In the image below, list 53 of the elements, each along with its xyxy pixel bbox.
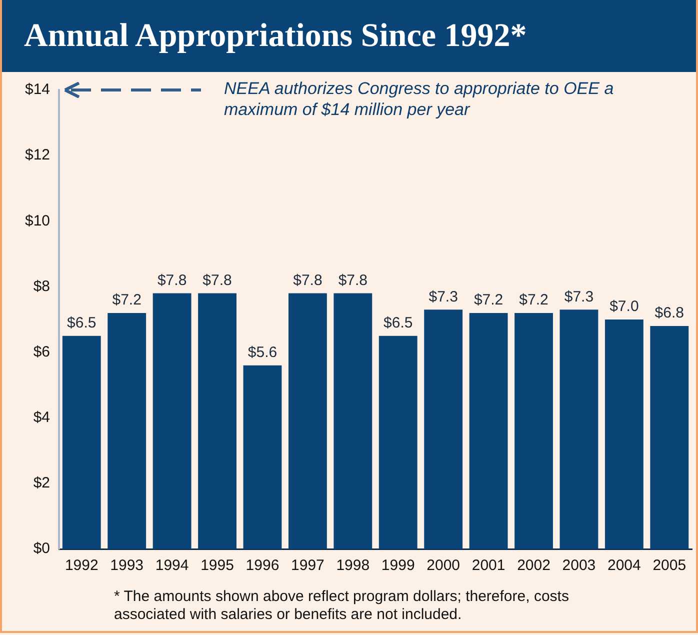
x-tick-label: 1993 [110,557,144,574]
y-tick-label: $10 [24,212,50,230]
data-label: $7.8 [293,272,322,289]
x-tick-label: 1994 [155,557,189,574]
data-label: $5.6 [248,344,278,362]
y-tick-label: $12 [24,146,50,164]
x-tick-label: 1999 [381,557,415,574]
text: * The amounts shown above reflect program dollars; therefore, costs associated with salaries or benefits are not included. [114,588,570,624]
bar [334,293,372,549]
bar [469,312,508,549]
bar [424,310,463,549]
x-tick-label: 2001 [472,557,506,574]
y-tick-label: $6 [33,343,50,360]
x-tick-label: 1996 [246,557,280,574]
bar [514,312,553,549]
data-label: $7.8 [202,272,232,289]
data-label: $6.5 [67,314,96,332]
bar [288,293,327,549]
data-label: $6.8 [654,304,684,322]
x-tick-label: 2005 [652,557,686,574]
bar [378,336,418,549]
data-label: $7.2 [112,292,142,309]
x-tick-label: 2002 [517,557,550,574]
data-label: $7.3 [564,288,594,306]
data-label: $6.5 [384,314,413,332]
data-label: $7.2 [519,292,548,309]
x-tick-label: 1995 [200,557,234,574]
x-tick-label: 1992 [64,557,98,574]
x-tick-label: 2000 [426,557,460,574]
bar [650,326,689,549]
data-label: $7.3 [428,288,458,306]
data-label: $7.8 [338,272,368,289]
x-tick-label: 2003 [562,557,596,574]
bar [108,312,146,549]
x-tick-label: 1998 [336,557,370,574]
y-tick-label: $2 [33,474,50,492]
data-label: $7.8 [157,272,187,289]
y-tick-label: $4 [33,409,50,426]
x-tick-label: 1997 [291,557,324,574]
bar [152,293,192,549]
y-tick-label: $14 [24,81,50,98]
y-tick-label: $0 [33,540,50,558]
x-tick-label: 2004 [607,557,641,574]
y-tick-label: $8 [33,278,50,295]
data-label: $7.2 [474,292,504,309]
bar [243,365,282,549]
annotation: NEEA authorizes Congress to appropriate to OEE a maximum of $14 million per year [224,78,615,120]
chart-title: Annual Appropriations Since 1992* [2,0,696,72]
bar [560,310,598,549]
bar [62,336,101,549]
bar [198,293,236,549]
data-label: $7.0 [610,298,639,316]
bar [604,320,644,549]
